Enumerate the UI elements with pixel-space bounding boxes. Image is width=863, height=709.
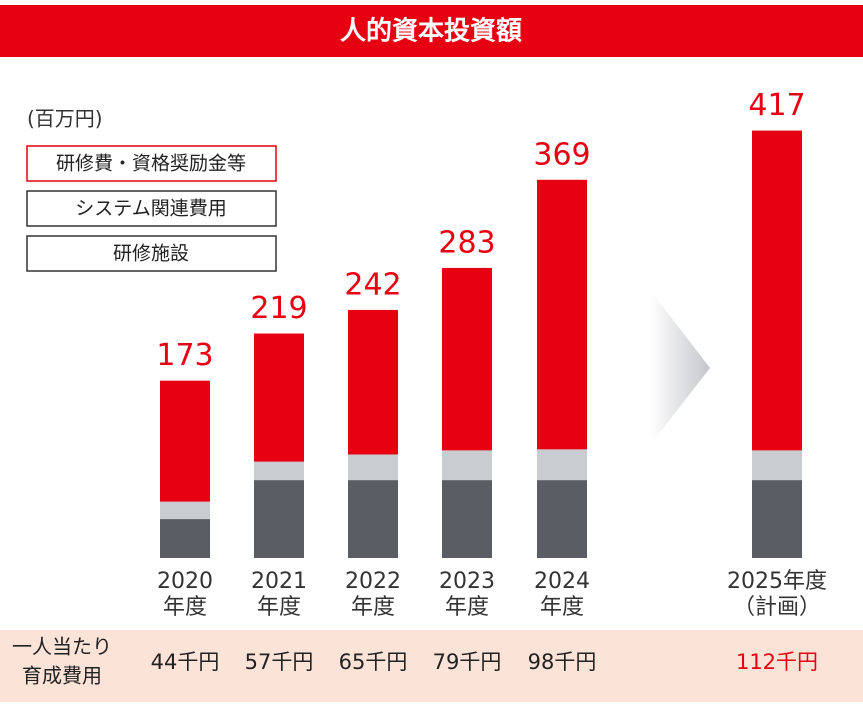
per-person-value: 112千円 — [736, 650, 818, 674]
x-tick-label: 2021 — [251, 569, 307, 594]
x-tick-label: 2020 — [157, 569, 213, 594]
per-person-value: 79千円 — [433, 650, 502, 674]
bar-segment — [442, 480, 492, 558]
per-person-value: 57千円 — [245, 650, 314, 674]
legend-label: 研修費・資格奨励金等 — [56, 153, 246, 175]
per-person-value: 44千円 — [151, 650, 220, 674]
arrow — [650, 290, 710, 445]
bar-segment — [348, 309, 398, 455]
bar-segment — [348, 480, 398, 558]
bar-segment — [254, 480, 304, 558]
x-tick-label: 2025年度 — [727, 569, 827, 594]
x-tick-label: 年度 — [540, 595, 584, 620]
total-label: 219 — [250, 291, 307, 326]
x-tick-label: （計画） — [733, 595, 821, 620]
bar-segment — [537, 480, 587, 558]
bar-segment — [752, 130, 802, 451]
per-person-value: 65千円 — [339, 650, 408, 674]
x-tick-label: 年度 — [163, 595, 207, 620]
total-label: 173 — [156, 338, 213, 373]
x-tick-label: 2023 — [439, 569, 495, 594]
chart-title: 人的資本投資額 — [340, 16, 522, 47]
bar-segment — [160, 380, 210, 502]
total-label: 417 — [748, 88, 805, 123]
unit-label: (百万円) — [27, 107, 103, 131]
bar-segment — [537, 449, 587, 481]
bar-segment — [752, 450, 802, 481]
per-person-label: 一人当たり — [12, 635, 112, 659]
bar-segment — [254, 333, 304, 462]
per-person-label: 育成費用 — [22, 664, 102, 688]
bar-segment — [348, 454, 398, 481]
legend-label: システム関連費用 — [75, 198, 226, 220]
per-person-band — [0, 630, 863, 702]
x-tick-label: 年度 — [351, 595, 395, 620]
x-tick-label: 年度 — [445, 595, 489, 620]
total-label: 369 — [533, 137, 590, 172]
bar-segment — [160, 519, 210, 558]
legend-box — [26, 235, 277, 272]
legend-box — [26, 190, 277, 227]
legend-box — [26, 145, 277, 182]
x-tick-label: 2024 — [534, 569, 590, 594]
bar-segment — [537, 179, 587, 450]
bar-segment — [752, 480, 802, 558]
bar-segment — [160, 501, 210, 520]
total-label: 283 — [438, 225, 495, 260]
x-tick-label: 2022 — [345, 569, 401, 594]
bar-segment — [254, 461, 304, 481]
x-tick-label: 年度 — [257, 595, 301, 620]
title-bar — [0, 5, 863, 57]
per-person-value: 98千円 — [528, 650, 597, 674]
bar-segment — [442, 267, 492, 451]
bar-segment — [442, 450, 492, 481]
legend-label: 研修施設 — [113, 243, 189, 265]
total-label: 242 — [344, 267, 401, 302]
